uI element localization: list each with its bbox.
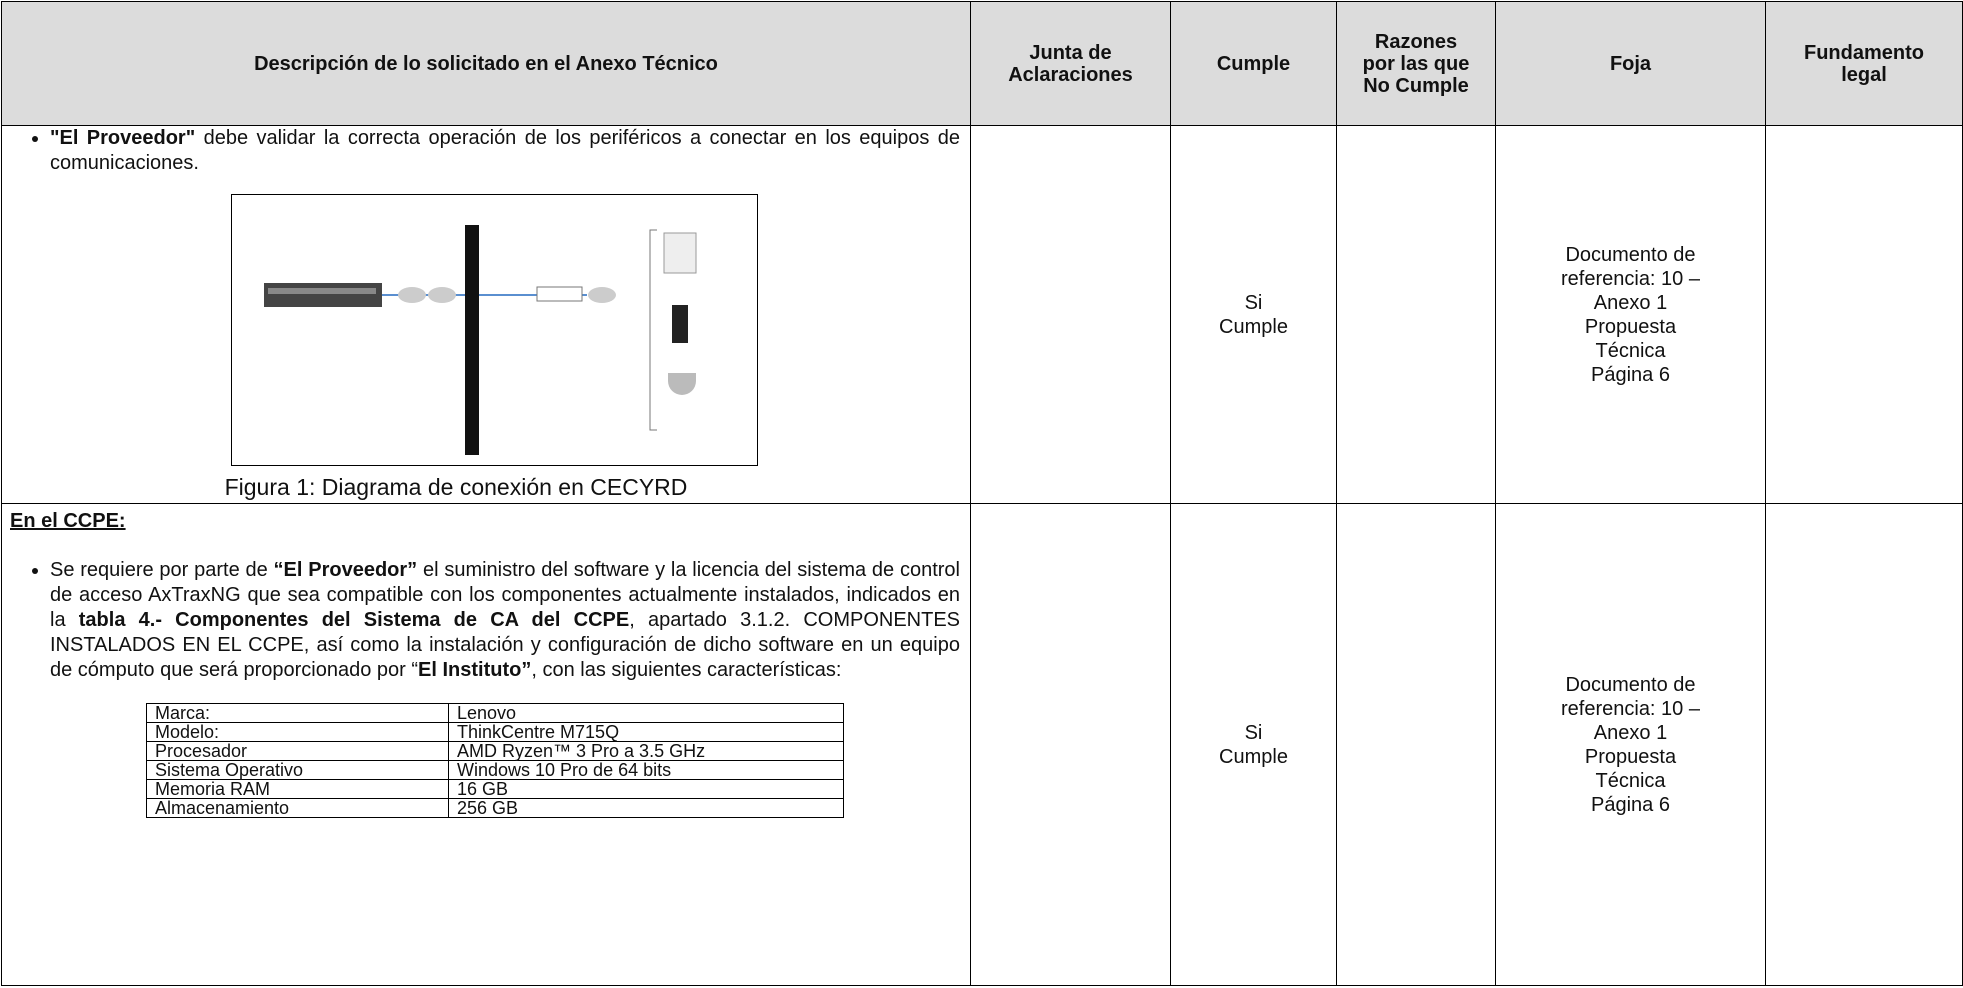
foja-line: Anexo 1 [1593, 291, 1668, 314]
junta-cell [970, 125, 1171, 504]
spec-value: 256 GB [448, 798, 844, 818]
spec-row: Marca: Lenovo [146, 703, 844, 723]
bullet: "El Proveedor" debe validar la correcta … [50, 126, 970, 176]
spec-row: Memoria RAM 16 GB [146, 779, 844, 799]
row: En el CCPE: Se requiere por parte de “El… [1, 503, 1963, 986]
bold-text: El Instituto” [418, 659, 532, 681]
row: "El Proveedor" debe validar la correcta … [1, 125, 1963, 504]
controller [663, 232, 697, 274]
header-line: No Cumple [1363, 74, 1469, 97]
cumple-cell: Si Cumple [1170, 503, 1337, 986]
camera [668, 373, 696, 395]
specs-table: Marca: Lenovo Modelo: ThinkCentre M715Q Proc… [146, 703, 844, 818]
foja-line: Documento de [1565, 243, 1696, 266]
foja-line: referencia: 10 – [1561, 267, 1700, 290]
description-cell: "El Proveedor" debe validar la correcta … [1, 125, 971, 504]
spec-label: Almacenamiento [146, 798, 449, 818]
connection-diagram [231, 194, 758, 466]
foja-line: Técnica [1595, 339, 1666, 362]
header-cell: Junta de Aclaraciones [970, 1, 1171, 126]
text: , apartado 3.1.2. COMPONENTES INSTALADOS… [50, 609, 961, 681]
patch-panel [465, 225, 479, 455]
switch-ports [268, 288, 376, 294]
header-line: por las que [1362, 52, 1470, 75]
bullet-list: "El Proveedor" debe validar la correcta … [2, 126, 970, 176]
spec-row: Sistema Operativo Windows 10 Pro de 64 bi… [146, 760, 844, 780]
spec-row: Procesador AMD Ryzen™ 3 Pro a 3.5 GHz [146, 741, 844, 761]
fundamento-cell [1765, 503, 1963, 986]
connector [428, 287, 456, 303]
text: Se requiere por parte de [50, 559, 274, 581]
header-cell: Foja [1495, 1, 1766, 126]
bold-text: “El Proveedor” [273, 559, 418, 581]
header-line: Foja [1609, 52, 1652, 75]
label-box [536, 286, 583, 302]
spec-label: Marca: [146, 703, 449, 723]
spec-value: Lenovo [448, 703, 844, 723]
bracket [649, 229, 657, 431]
razones-cell [1336, 503, 1496, 986]
cumple-line: Cumple [1219, 315, 1288, 338]
spec-label: Modelo: [146, 722, 449, 742]
header-cell: Razones por las que No Cumple [1336, 1, 1496, 126]
spec-value: Windows 10 Pro de 64 bits [448, 760, 844, 780]
bullet: Se requiere por parte de “El Proveedor” … [50, 558, 970, 683]
header-cell: Descripción de lo solicitado en el Anexo… [1, 1, 971, 126]
foja-line: referencia: 10 – [1561, 697, 1700, 720]
razones-cell [1336, 125, 1496, 504]
foja-line: Página 6 [1591, 793, 1670, 816]
spec-value: 16 GB [448, 779, 844, 799]
cumple-line: Si [1244, 291, 1263, 314]
figure-caption: Figura 1: Diagrama de conexión en CECYRD [224, 474, 688, 500]
spec-value: ThinkCentre M715Q [448, 722, 844, 742]
header-line: Razones [1374, 30, 1458, 53]
connector [398, 287, 426, 303]
foja-line: Técnica [1595, 769, 1666, 792]
header-cell: Cumple [1170, 1, 1337, 126]
foja-line: Propuesta [1584, 745, 1677, 768]
switch [264, 283, 382, 307]
spec-label: Procesador [146, 741, 449, 761]
cumple-cell: Si Cumple [1170, 125, 1337, 504]
header-line: Fundamento [1804, 41, 1924, 64]
text: , con las siguientes características: [531, 659, 842, 681]
spec-row: Modelo: ThinkCentre M715Q [146, 722, 844, 742]
header-row: Descripción de lo solicitado en el Anexo… [1, 1, 1963, 126]
text: el suministro del software y la licencia… [50, 559, 960, 631]
header-line: Descripción de lo solicitado en el Anexo… [254, 52, 718, 75]
foja-line: Documento de [1565, 673, 1696, 696]
foja-line: Propuesta [1584, 315, 1677, 338]
spec-value: AMD Ryzen™ 3 Pro a 3.5 GHz [448, 741, 844, 761]
spec-row: Almacenamiento 256 GB [146, 798, 844, 818]
connector [588, 287, 616, 303]
spec-label: Sistema Operativo [146, 760, 449, 780]
cumple-line: Cumple [1219, 745, 1288, 768]
bold-text: "El Proveedor" [50, 127, 196, 149]
text: debe validar la correcta operación de lo… [50, 127, 961, 174]
bold-text: tabla 4.- Componentes del Sistema de CA … [78, 609, 630, 631]
header-line: Junta de [1029, 41, 1112, 64]
description-cell: En el CCPE: Se requiere por parte de “El… [1, 503, 971, 986]
spec-label: Memoria RAM [146, 779, 449, 799]
header-line: legal [1841, 63, 1887, 86]
header-cell: Fundamento legal [1765, 1, 1963, 126]
foja-cell: Documento de referencia: 10 – Anexo 1 Propu… [1495, 125, 1766, 504]
bullet-list: Se requiere por parte de “El Proveedor” … [2, 558, 970, 683]
reader [672, 305, 688, 343]
junta-cell [970, 503, 1171, 986]
fundamento-cell [1765, 125, 1963, 504]
header-line: Aclaraciones [1008, 63, 1133, 86]
cumple-line: Si [1244, 721, 1263, 744]
section-heading: En el CCPE: [10, 510, 126, 532]
foja-line: Página 6 [1591, 363, 1670, 386]
foja-cell: Documento de referencia: 10 – Anexo 1 Propu… [1495, 503, 1766, 986]
foja-line: Anexo 1 [1593, 721, 1668, 744]
header-line: Cumple [1216, 52, 1291, 75]
